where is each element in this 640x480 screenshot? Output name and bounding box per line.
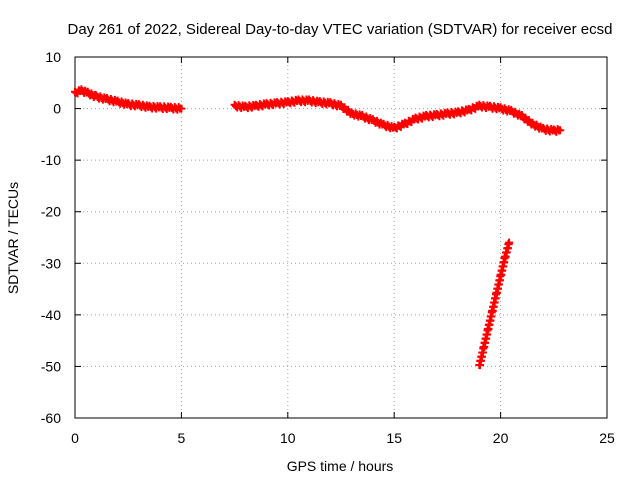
data-point <box>177 104 186 113</box>
y-tick-label: 0 <box>53 101 61 117</box>
y-tick-labels: 10 0 -10 -20 -30 -40 -50 -60 <box>41 49 61 426</box>
x-tick-label: 5 <box>178 430 186 446</box>
x-tick-label: 0 <box>71 430 79 446</box>
data-points <box>71 85 565 370</box>
x-tick-label: 10 <box>280 430 296 446</box>
x-axis-label: GPS time / hours <box>287 458 394 474</box>
y-tick-label: -50 <box>41 358 61 374</box>
y-tick-label: -20 <box>41 204 61 220</box>
chart-title: Day 261 of 2022, Sidereal Day-to-day VTE… <box>68 21 613 38</box>
data-point <box>556 126 565 135</box>
x-tick-labels: 0 5 10 15 20 25 <box>71 430 615 446</box>
data-point <box>505 238 514 247</box>
x-tick-label: 15 <box>386 430 402 446</box>
y-tick-label: -30 <box>41 255 61 271</box>
plot-frame <box>74 56 608 419</box>
y-tick-label: -10 <box>41 152 61 168</box>
y-axis-label: SDTVAR / TECUs <box>5 182 21 294</box>
x-tick-label: 25 <box>599 430 615 446</box>
x-tick-label: 20 <box>493 430 509 446</box>
ticks <box>74 56 608 419</box>
y-tick-label: -60 <box>41 410 61 426</box>
y-tick-label: 10 <box>45 49 61 65</box>
y-tick-label: -40 <box>41 307 61 323</box>
